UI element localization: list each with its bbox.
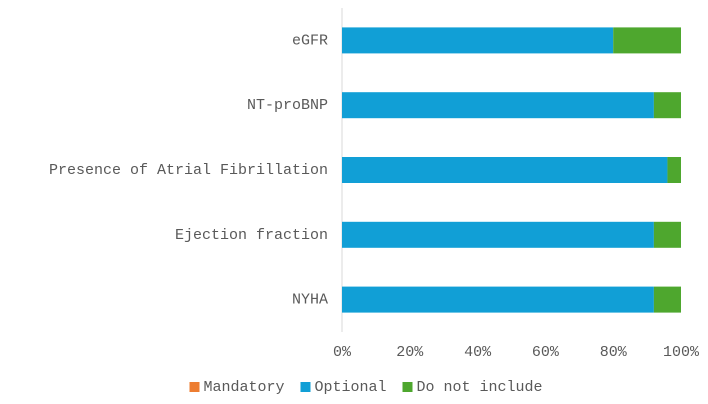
y-tick-label: NT-proBNP — [247, 97, 328, 114]
bar-segment — [342, 27, 614, 54]
bar-segment — [342, 157, 668, 183]
bar-segment — [653, 286, 681, 313]
legend-swatch — [300, 382, 311, 392]
x-tick-label: 40% — [464, 344, 492, 361]
legend-label: Do not include — [417, 379, 543, 396]
y-tick-label: Presence of Atrial Fibrillation — [49, 162, 328, 179]
x-tick-label: 80% — [600, 344, 628, 361]
y-tick-label: eGFR — [292, 32, 328, 49]
x-tick-label: 0% — [333, 344, 352, 361]
legend-swatch — [189, 382, 200, 392]
x-tick-label: 20% — [396, 344, 424, 361]
legend-label: Optional — [315, 379, 387, 396]
bar-segment — [342, 92, 654, 119]
bar-segment — [342, 286, 654, 313]
y-tick-label: NYHA — [292, 292, 328, 309]
bar-segment — [653, 221, 681, 248]
x-tick-label: 100% — [663, 344, 700, 361]
x-tick-label: 60% — [532, 344, 560, 361]
legend-label: Mandatory — [204, 379, 285, 396]
bar-segment — [613, 27, 681, 54]
bar-segment — [667, 157, 681, 183]
bar-segment — [342, 221, 654, 248]
bar-segment — [653, 92, 681, 119]
legend-swatch — [402, 382, 413, 392]
y-tick-label: Ejection fraction — [175, 227, 328, 244]
